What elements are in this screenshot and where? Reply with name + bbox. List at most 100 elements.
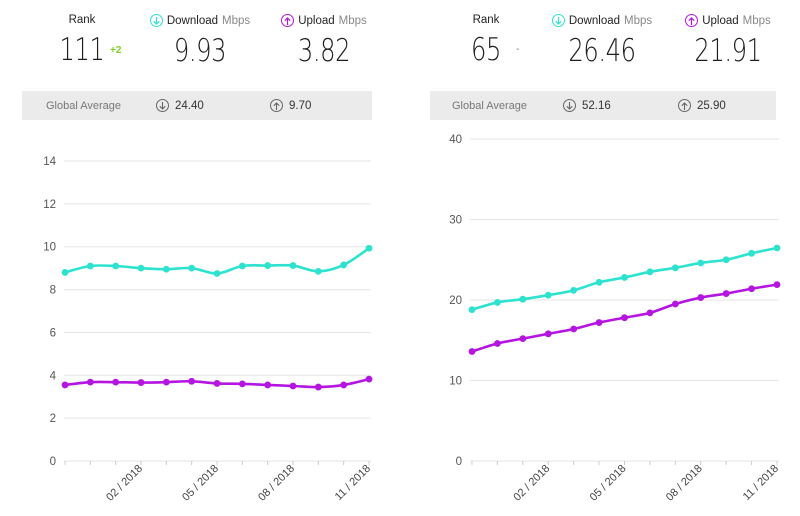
download-data-point <box>365 244 373 252</box>
upload-data-point <box>264 381 272 389</box>
upload-stat: Upload Mbps 21.91 <box>668 14 788 69</box>
y-tick-label: 12 <box>43 199 56 211</box>
download-data-point <box>773 244 781 252</box>
rank-change-badge: - <box>516 44 520 55</box>
download-data-point <box>340 261 348 269</box>
download-data-point <box>748 249 755 257</box>
x-tick-label: 08 / 2018 <box>256 463 297 504</box>
rank-change-badge: +2 <box>110 45 122 56</box>
right-panel-card: Rank 65 - Download Mbps 26.46 Upload Mbp… <box>404 0 800 516</box>
x-tick-label: 05 / 2018 <box>588 463 629 504</box>
avg-download-icon <box>156 99 169 112</box>
y-tick-label: 4 <box>50 370 57 382</box>
upload-data-point <box>773 281 781 289</box>
upload-unit: Mbps <box>338 14 367 27</box>
right-speed-chart: 0 10 20 30 40 02 / 2018 05 / 2018 08 / 2018 11 /… <box>449 134 781 504</box>
avg-download-icon <box>563 99 576 112</box>
download-data-point <box>61 269 69 276</box>
upload-data-point <box>289 382 297 390</box>
avg-upload-icon <box>270 99 283 112</box>
upload-value: 3.82 <box>297 33 351 69</box>
download-data-point <box>570 286 578 294</box>
upload-stat: Upload Mbps 3.82 <box>264 14 384 69</box>
upload-data-point <box>722 290 730 297</box>
download-data-point <box>112 262 120 270</box>
avg-download-value: 52.16 <box>582 99 611 112</box>
y-tick-label: 10 <box>449 376 462 388</box>
x-tick-label: 08 / 2018 <box>664 463 705 504</box>
upload-label: Upload <box>298 14 335 27</box>
upload-label: Upload <box>702 14 739 27</box>
download-series-line <box>64 247 370 275</box>
upload-label-row: Upload Mbps <box>264 14 384 27</box>
left-panel-card: Rank 111 +2 Download Mbps 9.93 Upload Mb… <box>0 0 389 516</box>
upload-data-point <box>238 380 246 388</box>
upload-data-point <box>544 330 552 338</box>
avg-upload-icon <box>678 99 691 112</box>
rank-label: Rank <box>68 14 96 26</box>
y-tick-label: 30 <box>449 215 462 227</box>
upload-data-point <box>314 383 322 391</box>
avg-upload-value: 9.70 <box>289 99 312 112</box>
upload-data-point <box>671 300 679 308</box>
upload-label-row: Upload Mbps <box>668 14 788 27</box>
download-data-point <box>595 278 603 286</box>
download-data-point <box>646 268 654 276</box>
rank-value: 111 <box>59 32 105 68</box>
rank-label: Rank <box>472 14 500 26</box>
y-tick-label: 2 <box>50 413 56 425</box>
download-data-point <box>188 264 196 272</box>
upload-data-point <box>365 375 373 383</box>
download-data-point <box>494 299 501 306</box>
x-tick-label: 05 / 2018 <box>180 463 221 504</box>
download-label-row: Download Mbps <box>542 14 662 27</box>
upload-data-point <box>697 294 705 301</box>
avg-download-value: 24.40 <box>175 99 204 112</box>
upload-arrow-icon <box>281 14 295 27</box>
y-tick-label: 14 <box>43 156 56 168</box>
y-tick-label: 8 <box>50 285 56 297</box>
upload-data-point <box>748 285 755 293</box>
download-data-point <box>621 274 628 281</box>
x-tick-label: 11 / 2018 <box>333 463 373 503</box>
upload-data-point <box>494 340 501 347</box>
global-average-label: Global Average <box>452 99 528 112</box>
download-unit: Mbps <box>222 14 251 27</box>
download-data-point <box>213 270 221 277</box>
upload-data-point <box>112 378 120 386</box>
download-data-point <box>289 262 297 269</box>
right-panel: Rank 65 - Download Mbps 26.46 Upload Mbp… <box>404 0 800 516</box>
left-panel: Rank 111 +2 Download Mbps 9.93 Upload Mb… <box>0 0 389 516</box>
download-label: Download <box>568 14 621 27</box>
download-arrow-icon <box>149 14 163 27</box>
global-average-download: 24.40 <box>156 99 204 112</box>
upload-arrow-icon <box>685 14 699 27</box>
download-value: 26.46 <box>568 33 636 69</box>
upload-data-point <box>621 314 628 322</box>
global-average-upload: 25.90 <box>678 99 726 112</box>
upload-value: 21.91 <box>694 33 762 69</box>
upload-data-point <box>61 381 69 389</box>
x-tick-label: 02 / 2018 <box>511 463 552 504</box>
y-tick-label: 20 <box>449 295 462 307</box>
download-data-point <box>314 267 322 275</box>
upload-data-point <box>468 348 476 355</box>
upload-unit: Mbps <box>742 14 771 27</box>
global-average-upload: 9.70 <box>270 99 311 112</box>
upload-data-point <box>213 380 221 387</box>
upload-data-point <box>595 319 603 326</box>
download-label: Download <box>166 14 219 27</box>
rank-stat: Rank 111 <box>52 14 112 68</box>
y-tick-label: 6 <box>50 327 56 339</box>
download-label-row: Download Mbps <box>140 14 260 27</box>
download-value: 9.93 <box>173 33 227 69</box>
download-data-point <box>722 256 730 264</box>
download-data-point <box>468 306 476 314</box>
download-stat: Download Mbps 9.93 <box>140 14 260 69</box>
rank-value: 65 <box>470 32 501 68</box>
download-data-point <box>671 264 679 272</box>
global-average-download: 52.16 <box>563 99 611 112</box>
download-data-point <box>86 262 94 270</box>
upload-data-point <box>137 379 145 386</box>
upload-data-point <box>570 325 578 333</box>
